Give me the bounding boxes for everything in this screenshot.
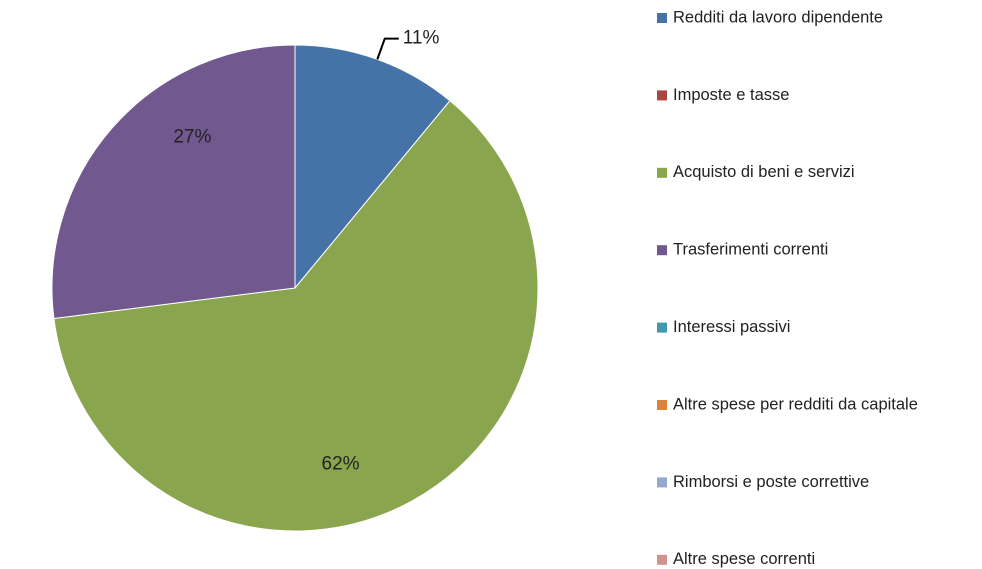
legend-swatch [657, 90, 667, 101]
leader-line [376, 37, 399, 60]
legend-swatch [657, 167, 667, 178]
legend-swatch [657, 322, 667, 333]
legend-swatch [657, 477, 667, 488]
pie-slice [51, 44, 296, 320]
legend-label: Acquisto di beni e servizi [673, 163, 855, 181]
legend-label: Imposte e tasse [673, 86, 789, 104]
pie-slice [53, 100, 539, 532]
legend-label: Redditi da lavoro dipendente [673, 8, 883, 26]
legend-label: Altre spese correnti [673, 550, 815, 568]
legend-label: Altre spese per redditi da capitale [673, 395, 918, 413]
legend-swatch [657, 245, 667, 256]
legend-swatch [657, 554, 667, 565]
data-label: 11% [403, 28, 440, 49]
pie-slice [294, 44, 451, 290]
legend-label: Trasferimenti correnti [673, 241, 828, 259]
data-label: 62% [322, 453, 360, 474]
legend-swatch [657, 13, 667, 23]
legend-label: Rimborsi e poste correttive [673, 473, 869, 491]
legend-swatch [657, 400, 667, 410]
data-label: 27% [173, 126, 211, 147]
legend-label: Interessi passivi [673, 318, 790, 336]
